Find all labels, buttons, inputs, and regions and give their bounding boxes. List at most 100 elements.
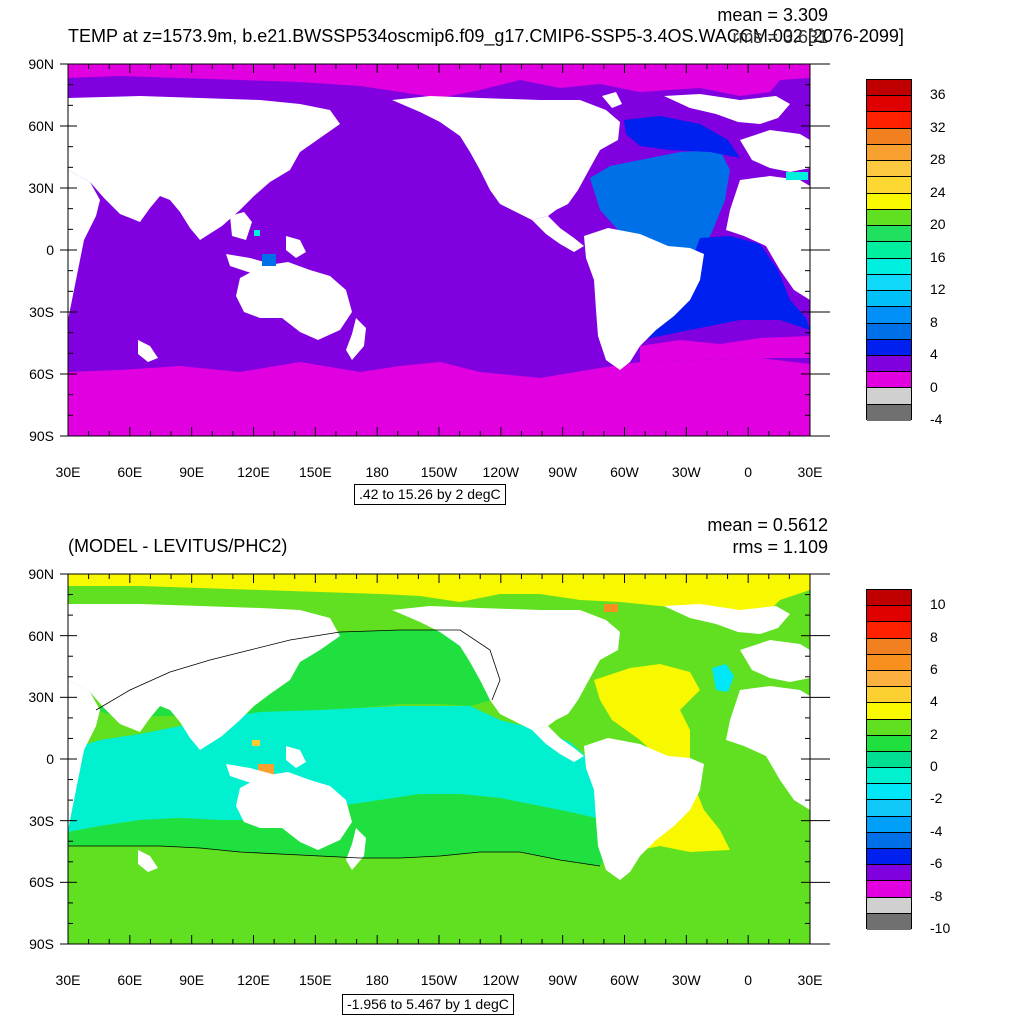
top-colorbar-box [867, 242, 911, 259]
top-blue-speck [262, 254, 276, 266]
top-colorbar-box [867, 372, 911, 389]
bottom-arctic-region [68, 574, 810, 620]
bottom-colorbar-box [867, 784, 911, 801]
bottom-x-tick-label: 0 [744, 972, 753, 988]
bottom-land [68, 604, 810, 880]
bottom-mean-label: mean = 0.5612 [707, 515, 828, 535]
bottom-x-tick-label: 30W [671, 972, 701, 988]
bottom-y-tick-label: 90S [29, 936, 54, 952]
bottom-yellow-speck [252, 740, 260, 746]
bottom-colorbar-label: -2 [930, 790, 943, 807]
top-x-tick-label: 150W [420, 464, 458, 480]
top-colorbar-box [867, 355, 911, 373]
bottom-y-tick-label: 0 [46, 751, 54, 767]
top-colorbar-label: 4 [930, 346, 938, 363]
bottom-colorbar-label: -6 [930, 855, 943, 872]
top-x-tick-label: 120W [482, 464, 520, 480]
top-colorbar-box [867, 274, 911, 292]
top-colorbar-label: 16 [930, 248, 946, 265]
top-colorbar [866, 79, 912, 421]
bottom-x-tick-label: 180 [365, 972, 389, 988]
top-colorbar-label: -4 [930, 411, 943, 427]
bottom-colorbar-box [867, 913, 911, 930]
bottom-y-tick-label: 30N [28, 689, 54, 706]
bottom-y-tick-label: 60N [28, 627, 54, 644]
top-cyan-speck [786, 172, 808, 180]
bottom-x-tick-label: 120E [237, 972, 270, 988]
bottom-colorbar-box [867, 606, 911, 623]
bottom-x-tick-label: 150E [298, 972, 332, 988]
bottom-colorbar-box [867, 719, 911, 736]
top-y-tick-label: 60N [28, 118, 54, 134]
top-mean-label: mean = 3.309 [717, 5, 828, 25]
bottom-colorbar-box [867, 654, 911, 671]
top-y-tick-label: 30S [29, 304, 54, 320]
top-colorbar-label: 8 [930, 313, 938, 330]
top-colorbar-label: 24 [930, 183, 946, 200]
bottom-x-tick-label: 60W [610, 972, 639, 988]
bottom-colorbar-label: 4 [930, 693, 938, 710]
bottom-x-tick-label: 90E [179, 972, 205, 988]
top-colorbar-box [867, 161, 911, 178]
top-chart-title: TEMP at z=1573.9m, b.e21.BWSSP534oscmip6… [68, 26, 904, 46]
top-x-tick-label: 150E [298, 464, 332, 480]
bottom-colorbar-box [867, 768, 911, 785]
top-colorbar-box [867, 144, 911, 162]
top-x-tick-label: 60E [117, 464, 143, 480]
top-y-tick-label: 0 [46, 242, 54, 258]
bottom-colorbar-label: 10 [930, 596, 946, 613]
top-rms-label: rms = 3.631 [732, 27, 828, 47]
top-colorbar-label: 12 [930, 281, 946, 298]
top-x-tick-label: 120E [237, 464, 270, 480]
top-colorbar-box [867, 193, 911, 210]
top-colorbar-box [867, 80, 911, 97]
top-y-tick-label: 30N [28, 180, 54, 196]
bottom-x-tick-label: 90W [548, 972, 578, 988]
top-x-tick-label: 90E [179, 464, 205, 480]
top-colorbar-box [867, 226, 911, 243]
top-y-tick-label: 90N [28, 56, 54, 72]
bottom-labrador-region [712, 664, 734, 692]
bottom-colorbar-box [867, 687, 911, 704]
bottom-colorbar-box [867, 590, 911, 607]
top-range-label: .42 to 15.26 by 2 degC [354, 484, 506, 505]
top-colorbar-box [867, 128, 911, 145]
top-colorbar-label: 20 [930, 216, 946, 233]
top-colorbar-label: 32 [930, 118, 946, 135]
bottom-y-tick-label: 60S [29, 874, 54, 891]
bottom-colorbar-box [867, 735, 911, 752]
bottom-chart-title: (MODEL - LEVITUS/PHC2) [68, 536, 288, 556]
bottom-colorbar [866, 589, 912, 930]
bottom-x-tick-label: 30E [55, 972, 81, 988]
bottom-colorbar-box [867, 800, 911, 817]
bottom-y-tick-label: 30S [29, 812, 54, 829]
top-y-tick-label: 60S [29, 366, 54, 382]
bottom-colorbar-box [867, 865, 911, 882]
bottom-x-tick-label: 30E [797, 972, 823, 988]
top-colorbar-box [867, 258, 911, 275]
top-colorbar-box [867, 112, 911, 129]
top-x-tick-label: 30W [671, 464, 701, 480]
bottom-x-tick-label: 120W [482, 972, 520, 988]
bottom-range-label: -1.956 to 5.467 by 1 degC [342, 994, 514, 1015]
top-y-tick-label: 90S [29, 428, 54, 444]
top-x-tick-label: 60W [610, 464, 639, 480]
bottom-colorbar-box [867, 622, 911, 639]
bottom-contour-line [68, 845, 601, 867]
bottom-colorbar-box [867, 832, 911, 849]
top-x-tick-label: 30E [55, 464, 81, 480]
bottom-map-plot [68, 574, 810, 944]
top-colorbar-box [867, 291, 911, 308]
top-colorbar-box [867, 96, 911, 113]
bottom-colorbar-box [867, 638, 911, 655]
top-colorbar-box [867, 209, 911, 227]
top-colorbar-label: 36 [930, 86, 946, 103]
bottom-colorbar-box [867, 849, 911, 866]
bottom-x-tick-label: 150W [420, 972, 458, 988]
bottom-x-tick-label: 60E [117, 972, 143, 988]
axis-ticks [60, 63, 830, 945]
bottom-colorbar-label: 6 [930, 660, 938, 677]
top-colorbar-label: 0 [930, 378, 938, 395]
top-north-atlantic-region [590, 150, 730, 312]
